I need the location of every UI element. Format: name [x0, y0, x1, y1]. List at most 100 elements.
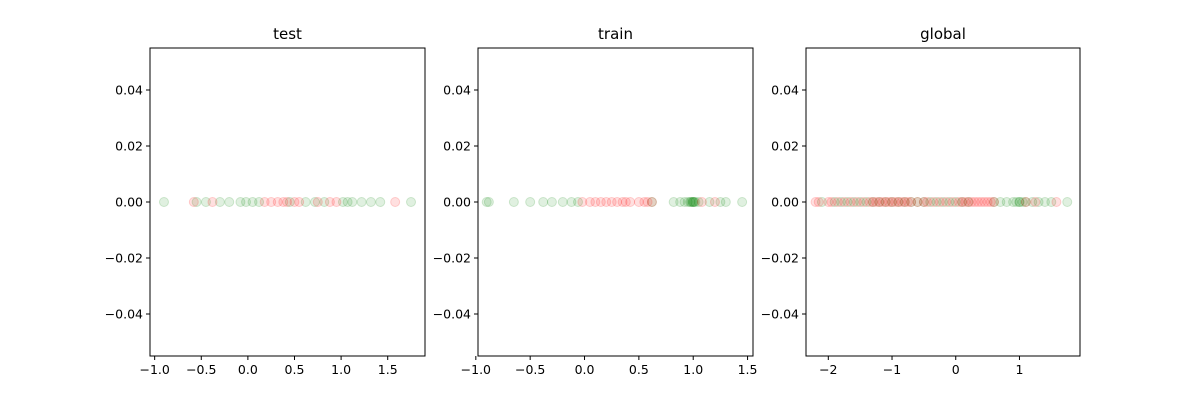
scatter-point	[375, 197, 386, 207]
scatter-point	[918, 197, 929, 207]
scatter-point	[342, 197, 353, 207]
scatter-point	[612, 197, 623, 207]
x-tick-label: 0	[952, 362, 960, 377]
scatter-point	[877, 197, 888, 207]
scatter-point	[696, 197, 707, 207]
scatter-point	[689, 197, 700, 207]
scatter-point	[617, 197, 628, 207]
scatter-point	[1033, 197, 1044, 207]
scatter-point	[874, 197, 885, 207]
scatter-point	[969, 197, 980, 207]
scatter-point	[715, 197, 726, 207]
scatter-point	[1008, 197, 1019, 207]
scatter-point	[331, 197, 342, 207]
x-tick-label: 0.5	[285, 362, 305, 377]
scatter-point	[979, 197, 990, 207]
scatter-point	[816, 197, 827, 207]
x-tick-label: −1.0	[139, 362, 169, 377]
scatter-point	[839, 197, 850, 207]
x-tick-label: 1.5	[738, 362, 758, 377]
scatter-point	[337, 197, 348, 207]
scatter-point	[704, 197, 715, 207]
scatter-point	[922, 197, 933, 207]
subplot-title: global	[920, 25, 966, 43]
scatter-point	[902, 197, 913, 207]
scatter-point	[899, 197, 910, 207]
scatter-point	[836, 197, 847, 207]
scatter-point	[985, 197, 996, 207]
y-tick-label: −0.02	[433, 251, 471, 266]
scatter-point	[988, 197, 999, 207]
scatter-point	[693, 197, 704, 207]
scatter-point	[912, 197, 923, 207]
scatter-point	[590, 197, 601, 207]
scatter-point	[887, 197, 898, 207]
y-tick-label: −0.04	[433, 307, 471, 322]
scatter-point	[356, 197, 367, 207]
scatter-point	[957, 197, 968, 207]
x-tick-label: −1.0	[461, 362, 491, 377]
scatter-point	[829, 197, 840, 207]
scatter-point	[906, 197, 917, 207]
scatter-point	[842, 197, 853, 207]
scatter-point	[963, 197, 974, 207]
scatter-point	[606, 197, 617, 207]
x-tick-label: −0.5	[186, 362, 216, 377]
scatter-point	[957, 197, 968, 207]
scatter-point	[1014, 197, 1025, 207]
x-tick-label: 1.0	[683, 362, 703, 377]
scatter-point	[688, 197, 699, 207]
scatter-point	[690, 197, 701, 207]
scatter-point	[566, 197, 577, 207]
y-tick-label: 0.04	[115, 83, 143, 98]
scatter-point	[682, 197, 693, 207]
scatter-point	[191, 197, 202, 207]
scatter-point	[188, 197, 199, 207]
scatter-point	[944, 197, 955, 207]
scatter-point	[887, 197, 898, 207]
y-tick-label: 0.00	[443, 195, 471, 210]
x-tick-label: 0.0	[238, 362, 258, 377]
scatter-point	[577, 197, 588, 207]
y-tick-label: 0.02	[443, 139, 471, 154]
scatter-point	[319, 197, 330, 207]
x-tick-label: 1.5	[378, 362, 398, 377]
scatter-point	[538, 197, 549, 207]
scatter-point	[947, 197, 958, 207]
scatter-point	[966, 197, 977, 207]
x-tick-label: −2	[819, 362, 837, 377]
scatter-point	[867, 197, 878, 207]
scatter-point	[620, 197, 631, 207]
scatter-point	[546, 197, 557, 207]
scatter-point	[874, 197, 885, 207]
scatter-point	[200, 197, 211, 207]
y-tick-label: −0.04	[105, 307, 143, 322]
y-tick-label: 0.04	[771, 83, 799, 98]
subplot-title: train	[598, 25, 633, 43]
scatter-point	[633, 197, 644, 207]
scatter-point	[686, 197, 697, 207]
scatter-point	[826, 197, 837, 207]
scatter-point	[1030, 197, 1041, 207]
scatter-point	[880, 197, 891, 207]
y-tick-label: −0.04	[761, 307, 799, 322]
x-tick-label: −0.5	[515, 362, 545, 377]
scatter-point	[278, 197, 289, 207]
scatter-point	[848, 197, 859, 207]
scatter-point	[1014, 197, 1025, 207]
scatter-point	[810, 197, 821, 207]
y-tick-label: 0.02	[771, 139, 799, 154]
scatter-point	[310, 197, 320, 207]
scatter-point	[584, 197, 595, 207]
scatter-point	[224, 197, 235, 207]
scatter-point	[867, 197, 878, 207]
scatter-point	[406, 197, 417, 207]
scatter-point	[1011, 197, 1022, 207]
scatter-point	[899, 197, 910, 207]
scatter-point	[982, 197, 993, 207]
scatter-point	[941, 197, 952, 207]
scatter-point	[1062, 197, 1073, 207]
scatter-point	[960, 197, 971, 207]
scatter-point	[950, 197, 961, 207]
